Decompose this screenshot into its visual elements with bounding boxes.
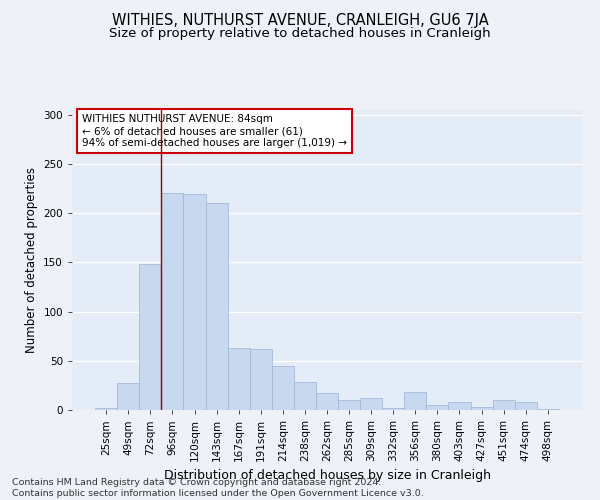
Bar [382, 408, 404, 410]
Y-axis label: Number of detached properties: Number of detached properties [25, 167, 38, 353]
Bar [404, 392, 427, 410]
Bar [250, 349, 272, 410]
Bar [294, 382, 316, 410]
Bar [161, 192, 184, 410]
Bar [316, 394, 338, 410]
Bar [117, 384, 139, 410]
Bar [493, 400, 515, 410]
Bar [227, 348, 250, 410]
Bar [537, 409, 559, 410]
Bar [360, 398, 382, 410]
Text: WITHIES, NUTHURST AVENUE, CRANLEIGH, GU6 7JA: WITHIES, NUTHURST AVENUE, CRANLEIGH, GU6… [112, 12, 488, 28]
X-axis label: Distribution of detached houses by size in Cranleigh: Distribution of detached houses by size … [163, 470, 491, 482]
Bar [95, 408, 117, 410]
Text: Contains HM Land Registry data © Crown copyright and database right 2024.
Contai: Contains HM Land Registry data © Crown c… [12, 478, 424, 498]
Bar [338, 400, 360, 410]
Bar [470, 407, 493, 410]
Bar [139, 264, 161, 410]
Bar [515, 402, 537, 410]
Bar [206, 204, 227, 410]
Text: WITHIES NUTHURST AVENUE: 84sqm
← 6% of detached houses are smaller (61)
94% of s: WITHIES NUTHURST AVENUE: 84sqm ← 6% of d… [82, 114, 347, 148]
Bar [272, 366, 294, 410]
Bar [184, 194, 206, 410]
Text: Size of property relative to detached houses in Cranleigh: Size of property relative to detached ho… [109, 28, 491, 40]
Bar [427, 405, 448, 410]
Bar [448, 402, 470, 410]
